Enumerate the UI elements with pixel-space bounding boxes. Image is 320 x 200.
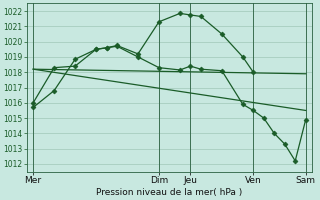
X-axis label: Pression niveau de la mer( hPa ): Pression niveau de la mer( hPa ): [96, 188, 243, 197]
